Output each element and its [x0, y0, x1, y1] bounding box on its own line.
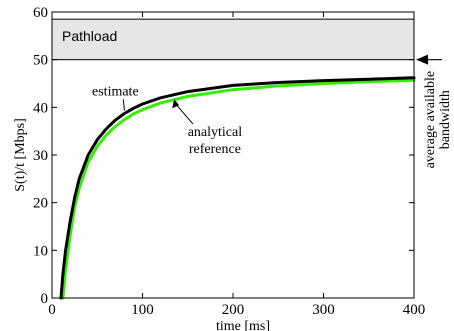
series-line-estimate	[59, 76, 416, 300]
annotation-average-available-bandwidth: average available	[423, 71, 438, 169]
x-tick-label: 200	[222, 302, 245, 318]
series-line-analytical-reference	[61, 78, 416, 300]
y-axis-label: S(t)/t [Mbps]	[13, 118, 28, 192]
annotation-analytical-arrowhead	[172, 99, 180, 109]
annotation-estimate: estimate	[92, 84, 139, 99]
x-tick-label: 400	[403, 302, 426, 318]
y-tick-label: 40	[33, 100, 48, 116]
x-tick-label: 0	[48, 302, 56, 318]
y-tick-label: 20	[33, 196, 48, 212]
annotation-estimate-arrow	[122, 99, 125, 111]
annotation-analytical-reference: reference	[189, 142, 241, 157]
annotation-analytical-reference: analytical	[188, 125, 243, 140]
annotation-average-available-bandwidth: bandwidth	[438, 90, 453, 149]
y-tick-label: 30	[33, 148, 48, 164]
pathload-band-label: Pathload	[62, 28, 117, 44]
y-tick-label: 60	[33, 5, 48, 21]
x-tick-label: 300	[312, 302, 335, 318]
y-tick-label: 50	[33, 53, 48, 69]
x-tick-label: 100	[131, 302, 154, 318]
pathload-band	[51, 18, 415, 61]
annotation-layer: estimate analytical reference average avail…	[92, 54, 453, 169]
x-axis-label: time [ms]	[216, 319, 270, 331]
series-layer	[59, 76, 416, 300]
bandwidth-arrowhead	[416, 54, 428, 65]
y-tick-label: 0	[41, 291, 49, 307]
y-tick-label: 10	[33, 243, 48, 259]
axes-layer: 0 100 200 300 400 0 10 20 30 40 50 60 time [ms] S(t)/…	[13, 5, 425, 331]
plot-layer: Pathload	[51, 18, 415, 61]
